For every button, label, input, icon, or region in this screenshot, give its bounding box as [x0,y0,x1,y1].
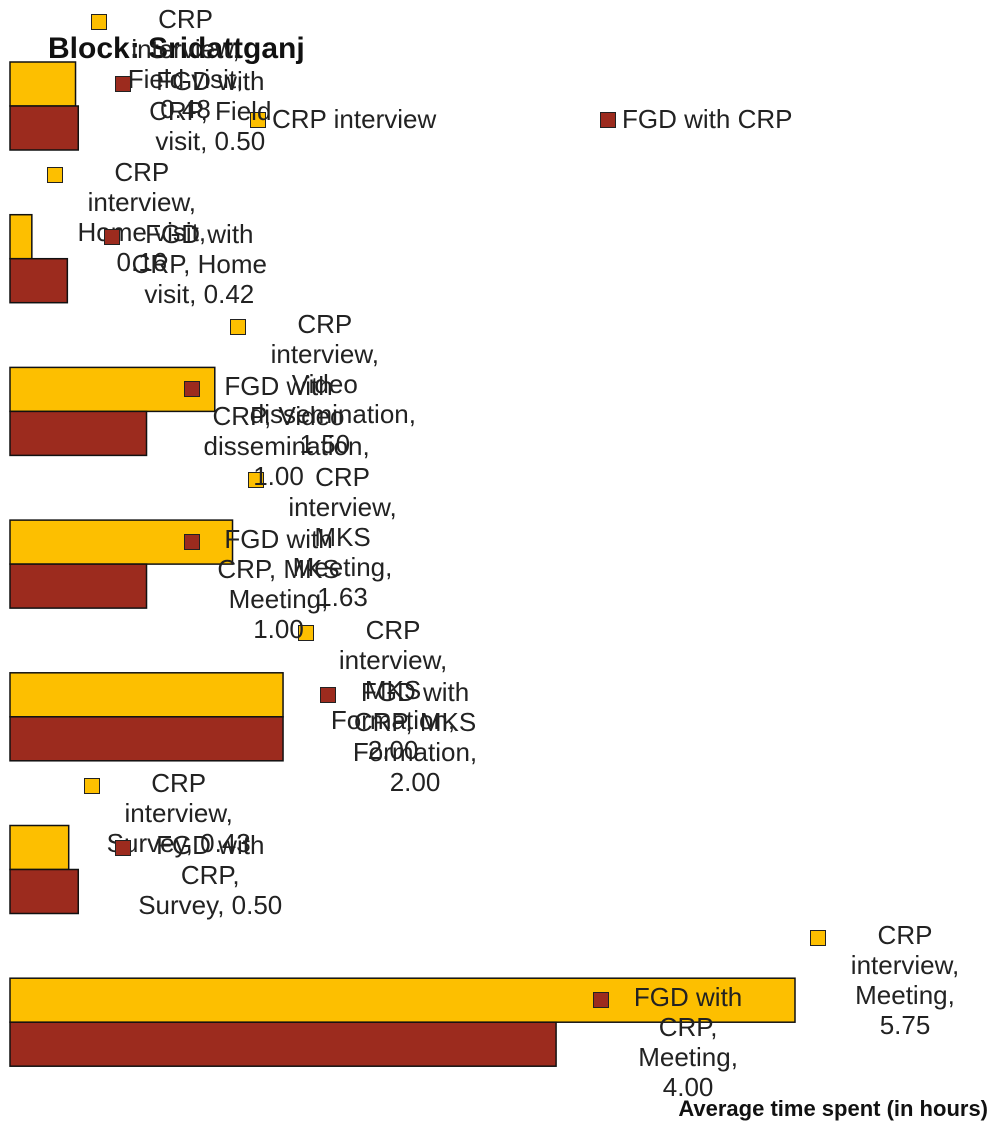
data-label-swatch [83,777,100,794]
bar [9,868,80,915]
data-label-swatch [320,686,337,703]
data-label: FGD with CRP, Video dissemination, 1.00 [203,371,370,492]
data-label: FGD with CRP, Meeting, 4.00 [633,982,743,1103]
bar [9,105,80,151]
data-label-swatch [298,624,315,641]
x-axis-label: Average time spent (in hours) [678,1096,988,1121]
bar [9,563,148,609]
legend-label: CRP interview [272,104,436,134]
data-label: FGD with CRP, MKS Meeting, 1.00 [217,524,340,645]
data-label-swatch [90,14,107,30]
chart-title: Block: Sridattganj [48,32,305,65]
data-label-swatch [46,166,63,183]
data-label: CRP interview, MKS Formation, 2.00 [330,614,456,765]
data-label: CRP interview, Video dissemination, 1.50 [249,309,416,460]
bar [9,213,33,260]
data-label: CRP interview, Home visit, 0.16 [77,156,207,277]
data-label: FGD with CRP, Field visit, 0.50 [149,66,272,156]
legend-swatch [600,112,616,128]
data-label-swatch [104,228,121,245]
data-label: FGD with CRP, Survey, 0.50 [138,829,283,920]
data-label-swatch [229,319,246,336]
data-label: CRP interview, Survey, 0.43 [106,767,251,858]
data-label: FGD with CRP, MKS Formation, 2.00 [352,676,478,797]
data-label-swatch [115,839,132,856]
legend-swatch [250,112,266,128]
bar [9,61,77,107]
data-label-swatch [115,76,132,92]
data-label-swatch [183,381,200,398]
bar [9,366,216,413]
data-label: CRP interview, Field visit, 0.48 [127,4,244,124]
bar [9,824,70,871]
data-label-swatch [810,930,826,947]
bar [9,257,69,304]
bar [9,672,284,718]
bar [9,1021,557,1067]
data-label: CRP interview, Meeting, 5.75 [850,920,960,1041]
data-label-swatch [593,992,610,1009]
bar [9,716,284,762]
data-label: FGD with CRP, Home visit, 0.42 [131,218,267,309]
data-label-swatch [247,472,264,489]
data-label-swatch [183,534,200,551]
bar [9,410,148,457]
data-label: CRP interview, MKS Meeting, 1.63 [288,462,397,613]
legend-label: FGD with CRP [622,104,792,134]
